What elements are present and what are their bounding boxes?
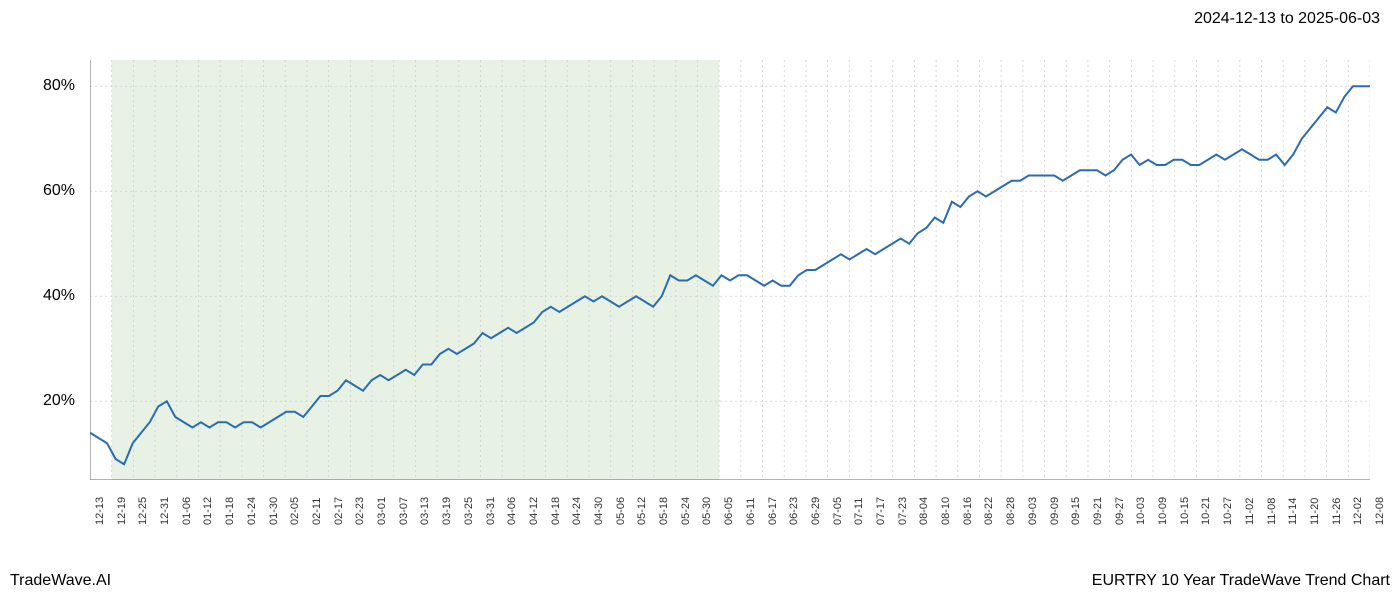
x-tick-label: 09-27 <box>1114 497 1126 525</box>
y-tick-label: 60% <box>43 182 75 200</box>
y-axis-labels: 20% 40% 60% 80% <box>0 60 85 480</box>
x-tick-label: 04-24 <box>571 497 583 525</box>
x-tick-label: 05-12 <box>636 497 648 525</box>
x-tick-label: 10-03 <box>1135 497 1147 525</box>
footer-chart-title: EURTRY 10 Year TradeWave Trend Chart <box>1092 572 1390 590</box>
x-tick-label: 03-07 <box>398 497 410 525</box>
x-tick-label: 07-17 <box>875 497 887 525</box>
trend-chart-svg <box>90 60 1370 480</box>
x-tick-label: 01-06 <box>181 497 193 525</box>
x-tick-label: 09-09 <box>1049 497 1061 525</box>
x-tick-label: 08-04 <box>918 497 930 525</box>
x-tick-label: 10-09 <box>1157 497 1169 525</box>
x-tick-label: 03-25 <box>463 497 475 525</box>
x-tick-label: 01-24 <box>246 497 258 525</box>
x-tick-label: 01-12 <box>202 497 214 525</box>
x-tick-label: 12-08 <box>1374 497 1386 525</box>
x-tick-label: 12-19 <box>116 497 128 525</box>
x-tick-label: 10-15 <box>1179 497 1191 525</box>
x-tick-label: 07-11 <box>853 498 865 525</box>
x-tick-label: 03-13 <box>419 497 431 525</box>
x-tick-label: 03-19 <box>441 497 453 525</box>
x-tick-label: 11-02 <box>1244 498 1256 525</box>
x-tick-label: 04-06 <box>506 497 518 525</box>
x-tick-label: 02-17 <box>333 497 345 525</box>
x-tick-label: 03-31 <box>485 497 497 525</box>
x-tick-label: 05-06 <box>615 497 627 525</box>
date-range-label: 2024-12-13 to 2025-06-03 <box>1194 10 1380 28</box>
x-tick-label: 06-05 <box>723 497 735 525</box>
y-tick-label: 80% <box>43 77 75 95</box>
x-tick-label: 12-02 <box>1352 497 1364 525</box>
x-tick-label: 08-16 <box>962 497 974 525</box>
x-tick-label: 10-27 <box>1222 497 1234 525</box>
x-tick-label: 12-31 <box>159 497 171 525</box>
x-tick-label: 04-30 <box>593 497 605 525</box>
x-tick-label: 01-18 <box>224 497 236 525</box>
x-tick-label: 09-03 <box>1027 497 1039 525</box>
x-tick-label: 05-18 <box>658 497 670 525</box>
x-axis-labels: 12-13 12-19 12-25 12-31 01-06 01-12 01-18 01-24… <box>90 485 1370 565</box>
x-tick-label: 11-26 <box>1331 498 1343 525</box>
x-tick-label: 12-13 <box>94 497 106 525</box>
x-tick-label: 06-29 <box>810 497 822 525</box>
x-tick-label: 08-10 <box>940 497 952 525</box>
x-tick-label: 11-08 <box>1266 498 1278 525</box>
x-tick-label: 01-30 <box>268 497 280 525</box>
x-tick-label: 06-11 <box>745 498 757 525</box>
x-tick-label: 03-01 <box>376 497 388 525</box>
y-tick-label: 20% <box>43 392 75 410</box>
x-tick-label: 02-23 <box>354 497 366 525</box>
x-tick-label: 07-23 <box>897 497 909 525</box>
footer-brand: TradeWave.AI <box>10 572 111 590</box>
x-tick-label: 02-11 <box>311 498 323 525</box>
y-tick-label: 40% <box>43 287 75 305</box>
x-tick-label: 05-24 <box>680 497 692 525</box>
x-tick-label: 12-25 <box>137 497 149 525</box>
x-tick-label: 05-30 <box>701 497 713 525</box>
x-tick-label: 09-21 <box>1092 497 1104 525</box>
x-tick-label: 10-21 <box>1200 497 1212 525</box>
chart-area <box>90 60 1370 480</box>
x-tick-label: 04-18 <box>550 497 562 525</box>
x-tick-label: 02-05 <box>289 497 301 525</box>
x-tick-label: 09-15 <box>1070 497 1082 525</box>
x-tick-label: 08-28 <box>1005 497 1017 525</box>
x-tick-label: 11-20 <box>1309 498 1321 525</box>
x-tick-label: 11-14 <box>1287 498 1299 525</box>
x-tick-label: 06-23 <box>788 497 800 525</box>
x-tick-label: 04-12 <box>528 497 540 525</box>
x-tick-label: 06-17 <box>767 497 779 525</box>
x-tick-label: 07-05 <box>832 497 844 525</box>
x-tick-label: 08-22 <box>983 497 995 525</box>
